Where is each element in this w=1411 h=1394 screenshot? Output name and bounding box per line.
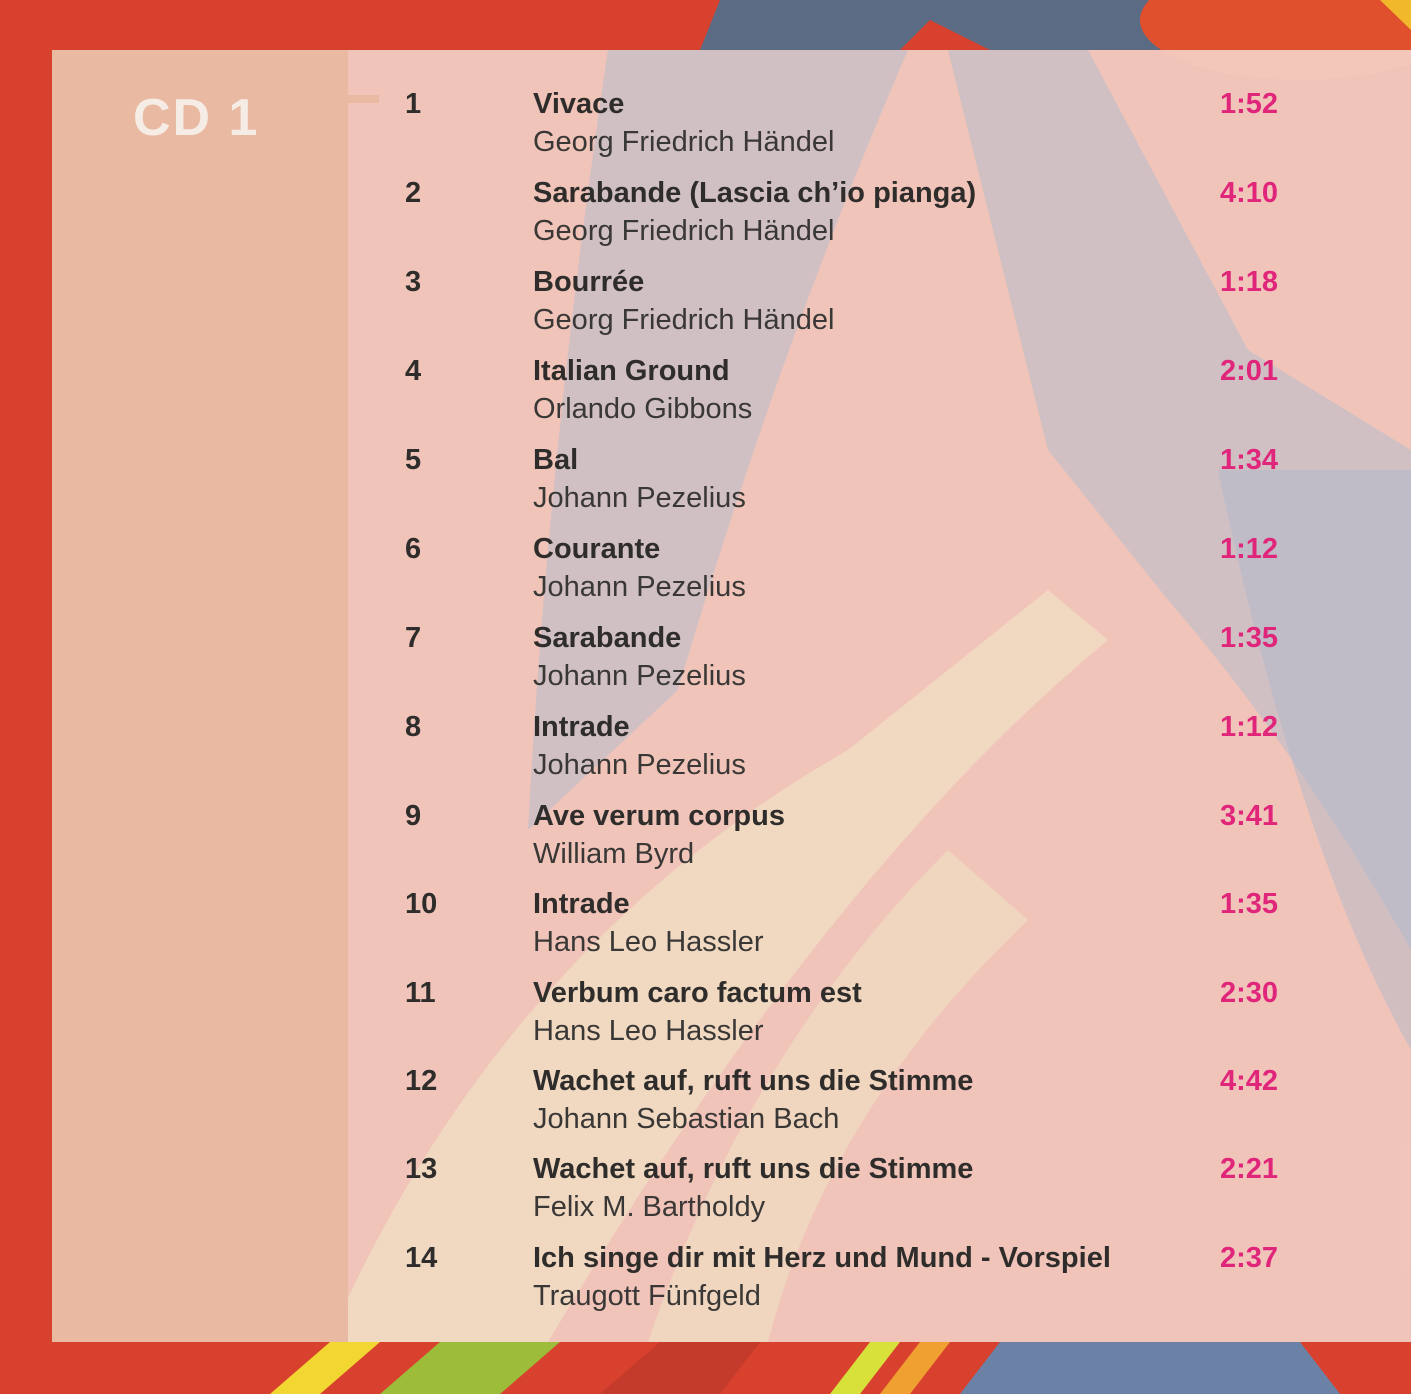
track-number: 2: [405, 177, 422, 209]
track-row: 13 Wachet auf, ruft uns die Stimme Felix…: [0, 1151, 1411, 1239]
tracklist-panel: [348, 50, 1411, 1342]
track-row: 12 Wachet auf, ruft uns die Stimme Johan…: [0, 1063, 1411, 1151]
track-composer: Johann Sebastian Bach: [533, 1103, 840, 1135]
track-duration: 1:12: [1220, 533, 1279, 565]
track-number: 5: [405, 444, 422, 476]
track-title: Italian Ground: [533, 355, 730, 387]
track-row: 3 Bourrée Georg Friedrich Händel 1:18: [0, 264, 1411, 352]
track-title: Bal: [533, 444, 579, 476]
track-title: Wachet auf, ruft uns die Stimme: [533, 1153, 974, 1185]
track-row: 11 Verbum caro factum est Hans Leo Hassl…: [0, 975, 1411, 1063]
track-row: 4 Italian Ground Orlando Gibbons 2:01: [0, 353, 1411, 441]
track-number: 6: [405, 533, 422, 565]
track-row: 1 Vivace Georg Friedrich Händel 1:52: [0, 86, 1411, 174]
track-title: Intrade: [533, 711, 630, 743]
track-duration: 2:21: [1220, 1153, 1279, 1185]
track-row: 5 Bal Johann Pezelius 1:34: [0, 442, 1411, 530]
track-number: 7: [405, 622, 422, 654]
track-title: Ich singe dir mit Herz und Mund - Vorspi…: [533, 1242, 1111, 1274]
track-number: 1: [405, 88, 422, 120]
track-composer: Johann Pezelius: [533, 571, 746, 603]
track-number: 13: [405, 1153, 438, 1185]
track-duration: 1:12: [1220, 711, 1279, 743]
track-composer: Georg Friedrich Händel: [533, 304, 835, 336]
track-duration: 1:18: [1220, 266, 1279, 298]
track-row: 10 Intrade Hans Leo Hassler 1:35: [0, 886, 1411, 974]
track-title: Sarabande (Lascia ch’io pianga): [533, 177, 977, 209]
track-composer: Hans Leo Hassler: [533, 1015, 764, 1047]
track-composer: Traugott Fünfgeld: [533, 1280, 761, 1312]
track-number: 3: [405, 266, 422, 298]
track-duration: 2:37: [1220, 1242, 1279, 1274]
track-composer: Georg Friedrich Händel: [533, 126, 835, 158]
track-composer: Johann Pezelius: [533, 749, 746, 781]
track-number: 4: [405, 355, 422, 387]
track-duration: 1:34: [1220, 444, 1279, 476]
track-title: Wachet auf, ruft uns die Stimme: [533, 1065, 974, 1097]
disc-title: CD 1: [133, 89, 260, 147]
track-row: 6 Courante Johann Pezelius 1:12: [0, 531, 1411, 619]
disc-marker-tick: [348, 95, 379, 103]
track-number: 11: [405, 977, 436, 1009]
track-row: 14 Ich singe dir mit Herz und Mund - Vor…: [0, 1240, 1411, 1328]
track-duration: 4:42: [1220, 1065, 1279, 1097]
track-title: Sarabande: [533, 622, 682, 654]
track-composer: Hans Leo Hassler: [533, 926, 764, 958]
track-row: 2 Sarabande (Lascia ch’io pianga) Georg …: [0, 175, 1411, 263]
track-duration: 1:35: [1220, 888, 1279, 920]
track-title: Verbum caro factum est: [533, 977, 862, 1009]
track-duration: 1:35: [1220, 622, 1279, 654]
track-row: 9 Ave verum corpus William Byrd 3:41: [0, 798, 1411, 886]
track-title: Bourrée: [533, 266, 645, 298]
track-number: 14: [405, 1242, 438, 1274]
track-duration: 1:52: [1220, 88, 1279, 120]
track-number: 8: [405, 711, 422, 743]
track-composer: Felix M. Bartholdy: [533, 1191, 766, 1223]
track-composer: Johann Pezelius: [533, 660, 746, 692]
track-composer: William Byrd: [533, 838, 695, 870]
track-number: 9: [405, 800, 422, 832]
track-number: 10: [405, 888, 438, 920]
left-panel: [52, 50, 348, 1342]
track-title: Courante: [533, 533, 661, 565]
track-row: 8 Intrade Johann Pezelius 1:12: [0, 709, 1411, 797]
track-duration: 3:41: [1220, 800, 1279, 832]
track-row: 7 Sarabande Johann Pezelius 1:35: [0, 620, 1411, 708]
track-composer: Georg Friedrich Händel: [533, 215, 835, 247]
track-number: 12: [405, 1065, 438, 1097]
track-title: Vivace: [533, 88, 625, 120]
track-title: Ave verum corpus: [533, 800, 785, 832]
track-duration: 2:30: [1220, 977, 1279, 1009]
track-duration: 2:01: [1220, 355, 1279, 387]
track-duration: 4:10: [1220, 177, 1279, 209]
track-composer: Johann Pezelius: [533, 482, 746, 514]
overlay-shapes-graphic: [348, 50, 1411, 1342]
track-composer: Orlando Gibbons: [533, 393, 753, 425]
track-title: Intrade: [533, 888, 630, 920]
